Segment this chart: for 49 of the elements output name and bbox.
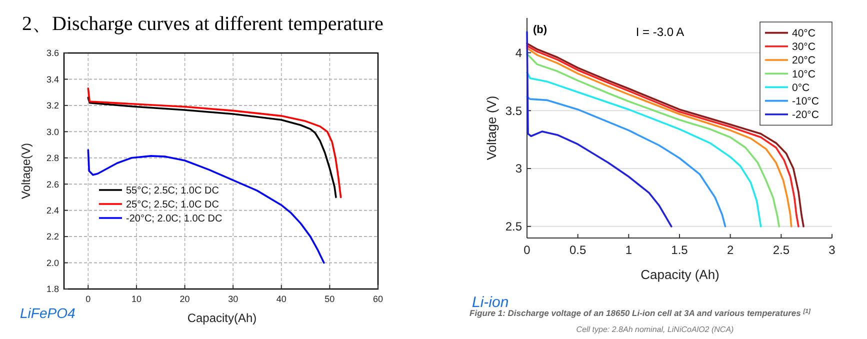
x-tick-label: 1.5	[671, 243, 688, 257]
y-tick-label: 2.6	[46, 179, 59, 190]
chart-title: 2、Discharge curves at different temperature	[22, 13, 384, 35]
caption: Figure 1: Discharge voltage of an 18650 Li-ion cell at 3A and various temperatures $^{[1]}$	[470, 308, 812, 318]
x-tick-label: 60	[372, 294, 384, 304]
y-tick-label: 4	[515, 46, 522, 60]
text: LiFePO4	[20, 305, 76, 321]
y-tick-label: 1.8	[46, 284, 59, 294]
x-tick-label: 2.5	[772, 243, 790, 257]
x-tick-label: 30	[228, 294, 238, 304]
text: I = -3.0 A	[636, 25, 684, 39]
legend-label: 10°C	[792, 68, 816, 80]
legend-label: 0°C	[792, 82, 810, 94]
legend-label: 40°C	[792, 27, 816, 40]
legend-label: -20°C	[792, 109, 820, 122]
legend-label: -10°C	[792, 95, 820, 108]
y-tick-label: 3.2	[46, 100, 59, 111]
y-tick-label: 2.0	[46, 258, 59, 268]
x-axis-title: Capacity (Ah)	[640, 267, 720, 282]
x-tick-label: 2	[726, 243, 734, 257]
y-tick-label: 3	[515, 162, 522, 176]
y-tick-label: 3.0	[46, 126, 59, 137]
x-tick-label: 10	[131, 294, 142, 304]
x-tick-label: 0	[86, 294, 91, 304]
y-tick-label: 2.2	[46, 232, 59, 242]
x-tick-label: 50	[324, 294, 335, 304]
x-tick-label: 0.5	[569, 243, 586, 257]
x-axis-title: Capacity(Ah)	[187, 311, 257, 325]
y-tick-label: 2.8	[46, 153, 59, 164]
text: Li-ion	[472, 294, 509, 311]
y-axis-title: Voltage (V)	[484, 96, 499, 160]
x-tick-label: 3	[828, 243, 836, 257]
x-tick-label: 1	[625, 243, 632, 257]
y-tick-label: 3.5	[505, 104, 522, 118]
y-axis-title: Voltage(V)	[19, 142, 33, 200]
x-tick-label: 0	[524, 243, 531, 257]
y-tick-label: 3.4	[46, 74, 59, 84]
annotation: (b)	[533, 24, 548, 36]
y-tick-label: 3.6	[46, 48, 59, 58]
legend-label: 20°C	[792, 54, 816, 67]
legend-label: 30°C	[792, 41, 816, 54]
text: Cell type: 2.8Ah nominal, LiNiCoAlO2 (NCA)	[576, 325, 734, 334]
legend-label: 55°C; 2.5C; 1.0C DC	[126, 186, 219, 196]
legend-label: -20°C; 2.0C; 1.0C DC	[126, 214, 222, 224]
legend-label: 25°C; 2.5C; 1.0C DC	[126, 200, 219, 210]
y-tick-label: 2.4	[46, 205, 59, 216]
x-tick-label: 40	[276, 294, 286, 304]
x-tick-label: 20	[180, 294, 190, 304]
y-tick-label: 2.5	[505, 220, 522, 234]
